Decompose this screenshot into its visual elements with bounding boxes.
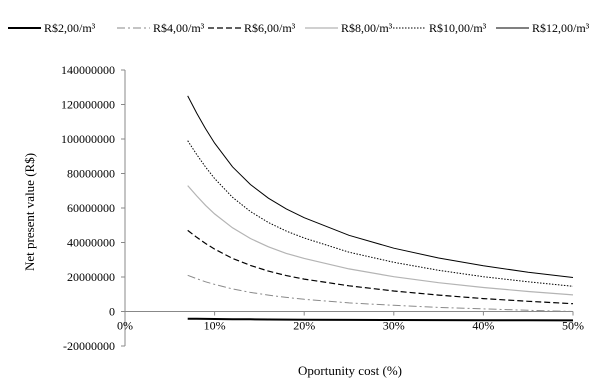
x-axis-title: Oportunity cost (%) [298, 363, 402, 378]
y-tick-label: 140000000 [61, 63, 115, 77]
series-line-3 [187, 185, 574, 296]
y-tick-label: 80000000 [67, 167, 115, 181]
x-tick-label: 50% [562, 319, 584, 333]
legend-label-0: R$2,00/m³ [44, 21, 96, 35]
legend-label-1: R$4,00/m³ [153, 21, 205, 35]
series-line-5 [187, 95, 574, 278]
x-tick-label: 10% [204, 319, 226, 333]
axes: 140000000 120000000 100000000 80000000 60000… [61, 63, 584, 353]
y-tick-label: 20000000 [67, 270, 115, 284]
y-tick-label: 100000000 [61, 132, 115, 146]
x-tick-label: 20% [293, 319, 315, 333]
legend-label-5: R$12,00/m³ [532, 21, 590, 35]
y-tick-label: 0 [109, 305, 115, 319]
series-line-2 [187, 229, 574, 305]
legend-label-4: R$10,00/m³ [429, 21, 487, 35]
series-line-4 [187, 140, 574, 287]
legend-label-3: R$8,00/m³ [341, 21, 393, 35]
series-line-0 [187, 317, 574, 322]
y-tick-label: -20000000 [63, 339, 115, 353]
x-tick-label: 30% [383, 319, 405, 333]
x-tick-label: 0% [117, 319, 133, 333]
y-tick-label: 120000000 [61, 98, 115, 112]
series-line-1 [187, 274, 574, 312]
x-tick-label: 40% [472, 319, 494, 333]
legend: R$2,00/m³ R$4,00/m³ R$6,00/m³ R$8,00/m³ R$10… [8, 21, 590, 35]
legend-label-2: R$6,00/m³ [244, 21, 296, 35]
y-tick-label: 60000000 [67, 201, 115, 215]
y-axis-title: Net present value (R$) [22, 153, 37, 271]
series-layer [187, 95, 574, 322]
y-tick-label: 40000000 [67, 236, 115, 250]
